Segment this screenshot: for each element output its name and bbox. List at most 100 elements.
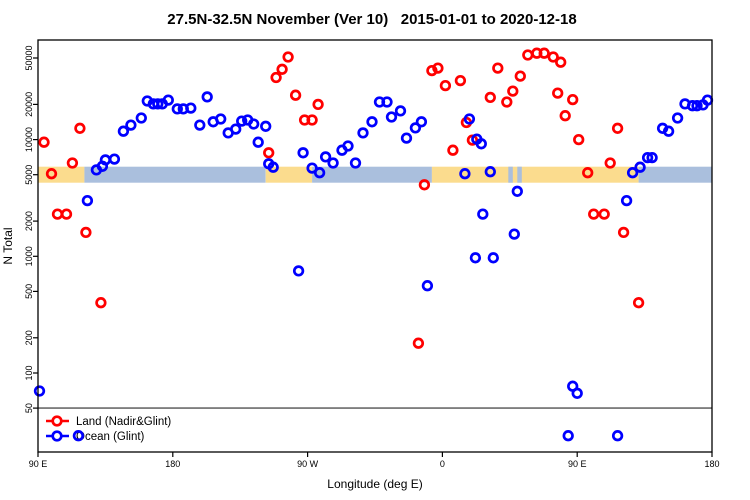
data-point-ocean xyxy=(171,103,183,115)
data-point-land xyxy=(522,49,534,61)
data-point-ocean xyxy=(400,132,413,144)
data-point-land xyxy=(80,226,92,239)
data-point-ocean xyxy=(477,208,489,220)
data-point-land xyxy=(74,122,86,134)
data-point-land xyxy=(484,91,496,104)
data-point-land xyxy=(276,63,288,75)
data-point-land xyxy=(282,51,294,63)
data-point-ocean xyxy=(366,116,378,128)
data-point-land xyxy=(514,70,526,82)
data-point-land xyxy=(95,297,107,309)
x-tick-label: 180 xyxy=(704,459,719,469)
data-point-ocean xyxy=(185,102,197,114)
data-point-land xyxy=(454,74,467,87)
y-tick-label: 5000 xyxy=(24,165,34,185)
data-point-land xyxy=(617,226,630,239)
data-point-land xyxy=(582,167,594,179)
data-point-ocean xyxy=(691,100,703,112)
data-point-ocean xyxy=(215,113,227,125)
data-point-ocean xyxy=(611,430,624,442)
x-axis-label: Longitude (deg E) xyxy=(327,477,422,491)
data-point-ocean xyxy=(626,167,639,179)
y-tick-label: 2000 xyxy=(24,211,34,231)
data-point-ocean xyxy=(459,168,471,180)
data-point-ocean xyxy=(415,116,428,128)
data-point-land xyxy=(51,208,64,220)
data-point-ocean xyxy=(511,185,523,197)
data-point-ocean xyxy=(260,120,272,132)
y-axis-label: N Total xyxy=(1,227,15,264)
data-point-ocean xyxy=(99,154,112,166)
band-segment-land xyxy=(265,166,313,183)
data-points xyxy=(33,47,714,442)
data-point-ocean xyxy=(313,167,326,179)
data-point-ocean xyxy=(562,430,574,442)
band-segment-ocean xyxy=(638,166,712,183)
data-point-ocean xyxy=(620,194,633,207)
chart-title: 27.5N-32.5N November (Ver 10) 2015-01-01… xyxy=(167,11,576,28)
data-point-ocean xyxy=(267,161,279,173)
data-point-ocean xyxy=(701,94,714,106)
data-point-ocean xyxy=(72,430,85,442)
legend-label: Land (Nadir&Glint) xyxy=(76,416,171,428)
data-point-land xyxy=(45,168,58,180)
data-point-ocean xyxy=(409,122,422,134)
plot-border xyxy=(37,39,713,453)
data-point-land xyxy=(289,89,302,101)
x-tick-label: 180 xyxy=(165,459,180,469)
data-point-land xyxy=(501,96,513,108)
y-tick-label: 500 xyxy=(24,284,34,299)
data-point-ocean xyxy=(81,194,94,207)
data-point-land xyxy=(538,47,550,59)
data-point-land xyxy=(604,157,616,169)
data-point-ocean xyxy=(201,91,213,103)
band-segment-land xyxy=(431,166,639,183)
data-point-ocean xyxy=(135,112,147,124)
band-segment-land xyxy=(38,166,85,183)
data-point-ocean xyxy=(248,118,260,130)
data-point-ocean xyxy=(194,119,206,131)
data-point-ocean xyxy=(634,161,646,173)
data-point-land xyxy=(492,62,504,74)
data-point-ocean xyxy=(152,98,164,110)
data-point-ocean xyxy=(125,119,137,131)
data-point-land xyxy=(567,93,579,106)
x-tick-label: 0 xyxy=(440,459,445,469)
data-point-ocean xyxy=(571,387,583,399)
data-point-land xyxy=(263,147,275,159)
data-point-ocean xyxy=(117,125,130,137)
data-point-land xyxy=(611,122,624,134)
data-point-ocean xyxy=(686,100,699,112)
data-point-ocean xyxy=(475,138,487,150)
y-tick-label: 20000 xyxy=(24,92,34,117)
data-point-ocean xyxy=(421,280,434,292)
data-point-ocean xyxy=(292,265,305,277)
band-segment-ocean xyxy=(508,166,513,183)
land-ocean-band xyxy=(38,166,712,183)
data-point-land xyxy=(555,56,567,68)
data-point-land xyxy=(447,144,459,156)
data-point-land xyxy=(588,208,600,220)
y-tick-label: 100 xyxy=(24,365,34,380)
data-point-land xyxy=(426,64,438,77)
data-point-ocean xyxy=(357,127,369,139)
legend-marker xyxy=(51,430,63,442)
data-point-land xyxy=(412,337,425,349)
data-point-ocean xyxy=(327,157,339,169)
data-point-land xyxy=(306,114,318,126)
data-point-land xyxy=(439,79,452,92)
data-point-ocean xyxy=(646,151,658,164)
x-tick-label: 90 E xyxy=(568,459,587,469)
data-point-land xyxy=(38,136,50,148)
legend: Land (Nadir&Glint) Ocean (Glint) xyxy=(46,415,171,443)
data-point-ocean xyxy=(319,151,332,163)
legend-label: Ocean (Glint) xyxy=(76,431,145,443)
data-point-ocean xyxy=(394,105,407,117)
y-tick-label: 50 xyxy=(24,403,34,413)
data-point-ocean xyxy=(236,115,248,127)
data-point-land xyxy=(66,157,79,169)
data-point-ocean xyxy=(297,147,309,159)
legend-marker xyxy=(51,415,63,427)
data-point-ocean xyxy=(230,123,242,135)
y-tick-label: 10000 xyxy=(24,127,34,152)
